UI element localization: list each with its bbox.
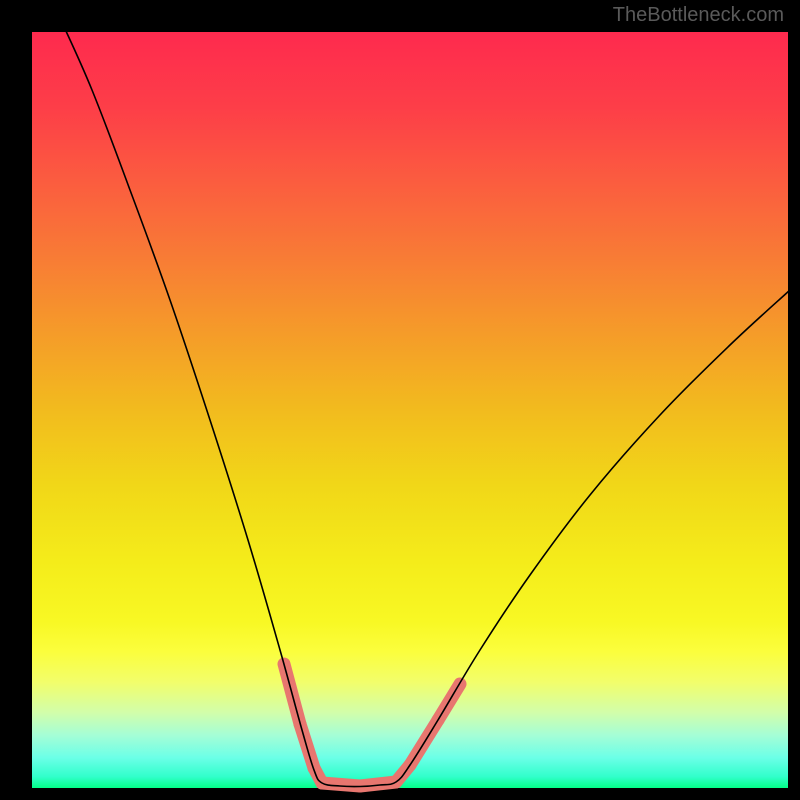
bottleneck-chart [0,0,800,800]
watermark-text: TheBottleneck.com [613,4,784,27]
heatmap-gradient-background [32,32,788,788]
